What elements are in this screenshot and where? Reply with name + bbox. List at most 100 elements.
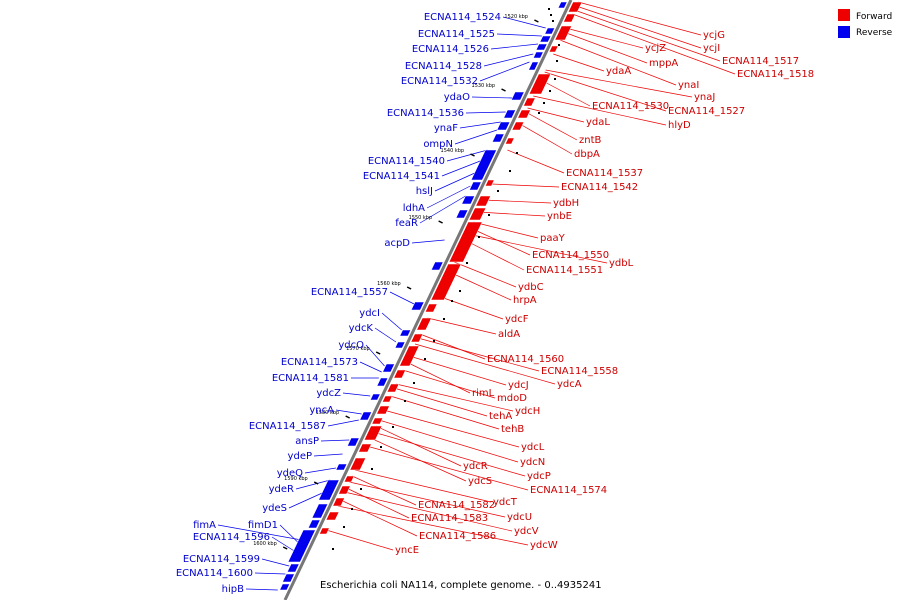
gene-label-ecna114-1600: ECNA114_1600 bbox=[176, 568, 253, 579]
forward-gene-feature bbox=[386, 383, 400, 393]
feature-mark bbox=[351, 508, 353, 510]
gene-label-ydcn: ydcN bbox=[520, 457, 545, 468]
leader-line bbox=[411, 239, 445, 244]
gene-label-ynbe: ynbE bbox=[547, 211, 572, 222]
gene-label-ydcr: ydcR bbox=[463, 461, 488, 472]
forward-gene-feature bbox=[523, 97, 536, 107]
leader-line bbox=[402, 369, 496, 399]
tick-label: 1530 kbp bbox=[472, 83, 496, 89]
gene-label-ecna114-1582: ECNA114_1582 bbox=[418, 500, 495, 511]
gene-label-ycjg: ycjG bbox=[703, 30, 725, 41]
gene-label-ldha: ldhA bbox=[403, 203, 425, 214]
gene-labels: ECNA114_1524 ECNA114_1525 ECNA114_1526 ECNA… bbox=[176, 12, 814, 595]
leader-line bbox=[454, 129, 498, 145]
gene-label-hslj: hslJ bbox=[416, 186, 433, 197]
tick-label: 1550 kbp bbox=[409, 215, 433, 221]
leader-line bbox=[374, 327, 397, 343]
leader-line bbox=[441, 159, 483, 177]
reverse-gene-feature bbox=[528, 61, 539, 71]
forward-gene-feature bbox=[381, 395, 393, 403]
leader-line bbox=[464, 239, 525, 271]
forward-gene-feature bbox=[554, 25, 573, 41]
gene-features bbox=[279, 1, 583, 591]
leader-line bbox=[574, 9, 721, 62]
leader-line bbox=[467, 233, 608, 264]
forward-gene-feature bbox=[528, 73, 552, 95]
gene-label-ydes: ydeS bbox=[262, 503, 287, 514]
gene-label-zntb: zntB bbox=[579, 135, 602, 146]
reverse-gene-feature bbox=[455, 209, 469, 219]
leader-line bbox=[342, 392, 371, 397]
leader-line bbox=[471, 96, 513, 99]
leader-line bbox=[434, 171, 478, 192]
leader-line bbox=[419, 195, 466, 224]
feature-mark bbox=[443, 318, 445, 320]
leader-line bbox=[351, 475, 417, 506]
leader-line bbox=[483, 53, 534, 67]
gene-label-yder: ydeR bbox=[269, 484, 294, 495]
gene-label-ynce: yncE bbox=[395, 545, 419, 556]
leader-line bbox=[406, 361, 471, 394]
leader-line bbox=[254, 572, 286, 575]
leader-line bbox=[383, 409, 520, 448]
leader-line bbox=[553, 53, 605, 72]
forward-gene-feature bbox=[358, 443, 372, 453]
leader-line bbox=[354, 469, 492, 503]
forward-gene-feature bbox=[343, 475, 355, 483]
leader-line bbox=[365, 344, 385, 367]
feature-mark bbox=[488, 214, 490, 216]
gene-label-ecna114-1550: ECNA114_1550 bbox=[532, 250, 609, 261]
leader-line bbox=[449, 271, 512, 301]
forward-gene-feature bbox=[567, 1, 583, 13]
feature-mark bbox=[478, 236, 480, 238]
tick-mark bbox=[406, 286, 412, 290]
leader-line bbox=[563, 31, 648, 64]
leader-line bbox=[502, 16, 546, 29]
leader-line bbox=[490, 43, 539, 50]
feature-mark bbox=[404, 400, 406, 402]
leader-line bbox=[417, 337, 540, 372]
gene-label-ydci: ydcI bbox=[359, 308, 380, 319]
tick-mark bbox=[313, 481, 319, 485]
gene-label-ecna114-1542: ECNA114_1542 bbox=[561, 182, 638, 193]
gene-label-dbpa: dbpA bbox=[574, 149, 600, 160]
reverse-gene-feature bbox=[461, 195, 475, 205]
gene-label-ydal: ydaL bbox=[586, 117, 610, 128]
reverse-gene-feature bbox=[510, 91, 525, 101]
leader-line bbox=[437, 295, 504, 320]
legend-forward-label: Forward bbox=[856, 12, 892, 22]
reverse-gene-feature bbox=[359, 411, 372, 421]
leader-line bbox=[453, 261, 517, 288]
leader-line bbox=[465, 111, 506, 114]
leader-line bbox=[217, 524, 302, 541]
gene-label-ydco: ydcO bbox=[338, 340, 364, 351]
forward-gene-feature bbox=[511, 121, 525, 131]
leader-line bbox=[540, 79, 591, 107]
gene-label-ecna114-1525: ECNA114_1525 bbox=[418, 29, 495, 40]
leader-line bbox=[389, 291, 415, 305]
reverse-gene-feature bbox=[535, 43, 548, 51]
leader-line bbox=[519, 123, 573, 155]
gene-label-ynca: yncA bbox=[309, 405, 334, 416]
feature-mark bbox=[509, 170, 511, 172]
gene-label-ecna114-1532: ECNA114_1532 bbox=[401, 76, 478, 87]
gene-label-ecna114-1558: ECNA114_1558 bbox=[541, 366, 618, 377]
feature-mark bbox=[424, 358, 426, 360]
leader-line bbox=[496, 33, 542, 37]
forward-gene-feature bbox=[517, 109, 531, 119]
tick-label: 1590 kbp bbox=[284, 476, 308, 482]
feature-mark bbox=[552, 20, 554, 22]
leader-line bbox=[346, 487, 410, 519]
tick-label: 1570 kbp bbox=[346, 346, 370, 352]
gene-label-ecna114-1526: ECNA114_1526 bbox=[412, 44, 489, 55]
forward-gene-feature bbox=[424, 303, 438, 313]
tick-label: 1520 kbp bbox=[504, 14, 528, 20]
reverse-gene-feature bbox=[410, 301, 425, 311]
feature-mark bbox=[466, 262, 468, 264]
reverse-gene-feature bbox=[491, 133, 505, 143]
leader-line bbox=[533, 95, 667, 126]
gene-label-ydcv: ydcV bbox=[514, 526, 539, 537]
leader-line bbox=[335, 409, 362, 415]
forward-gene-feature bbox=[448, 221, 483, 263]
leader-line bbox=[545, 69, 693, 98]
